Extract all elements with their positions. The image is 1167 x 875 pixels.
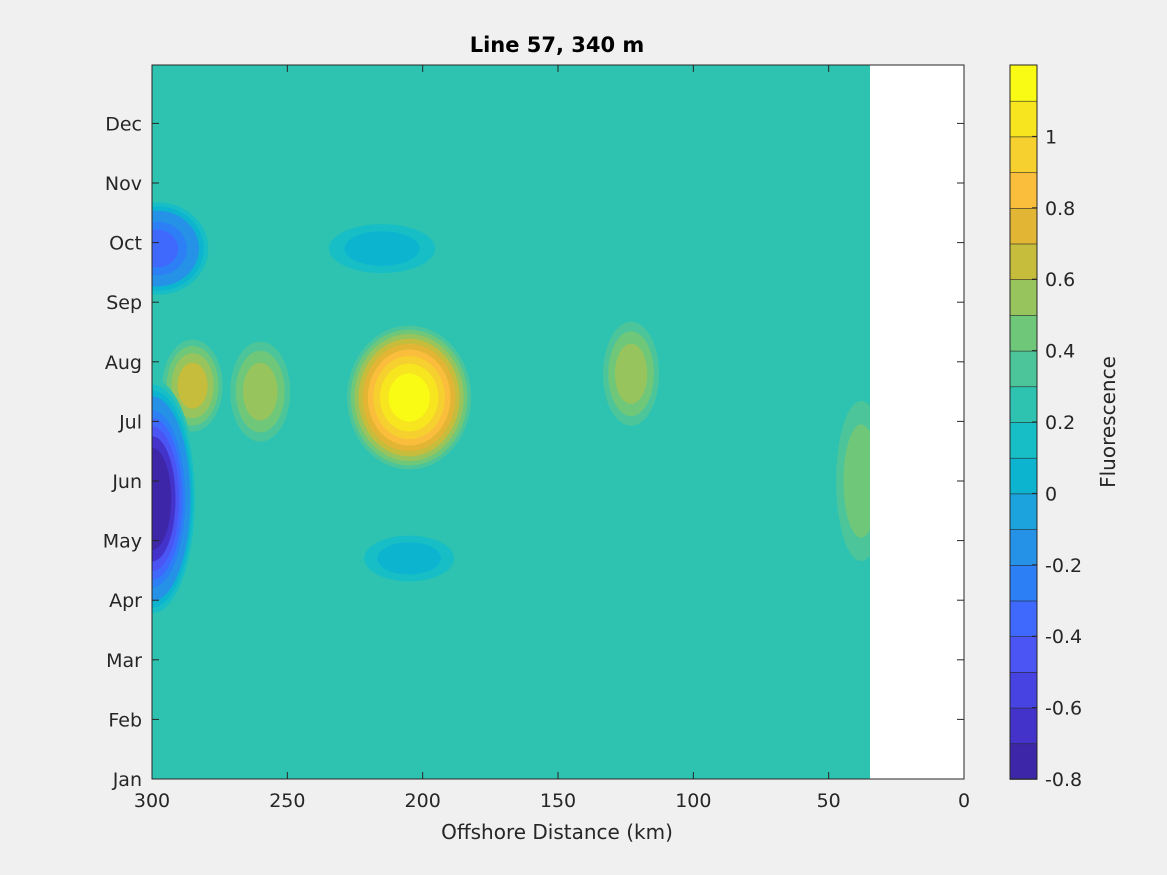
colorbar-block [1009, 100, 1038, 138]
contour-level [152, 229, 179, 268]
contour-level [177, 362, 208, 409]
y-tick-label: Feb [108, 709, 142, 731]
contour-level [344, 231, 420, 266]
x-tick-label: 0 [958, 790, 970, 812]
colorbar-block [1009, 600, 1038, 638]
x-tick-label: 250 [269, 790, 305, 812]
contour-level [843, 424, 870, 538]
y-tick-label: Oct [109, 233, 142, 255]
colorbar-block [1009, 207, 1038, 245]
contour-feature [152, 378, 197, 619]
colorbar-ticks: 1 0.8 0.6 0.4 0.2 0 -0.2 -0.4 -0.6 -0.8 [1032, 126, 1082, 791]
x-axis-label: Offshore Distance (km) [441, 820, 673, 844]
contour-level [388, 373, 430, 422]
y-tick-label: May [103, 531, 142, 553]
x-tick-label: 150 [540, 790, 576, 812]
y-tick-label: Aug [105, 352, 142, 374]
x-tick-label: 50 [817, 790, 841, 812]
x-axis: 300 250 200 150 100 50 0 [134, 65, 970, 812]
colorbar: 1 0.8 0.6 0.4 0.2 0 -0.2 -0.4 -0.6 -0.8 Fluoresce… [1009, 64, 1120, 791]
y-tick-label: Sep [106, 292, 142, 314]
colorbar-tick-label: 1 [1045, 126, 1057, 148]
y-axis: Jan Feb Mar Apr May Jun Jul Aug Sep Oct Nov Dec [103, 113, 964, 791]
y-tick-label: Nov [105, 173, 142, 195]
colorbar-tick-label: 0.4 [1045, 341, 1075, 363]
contour-feature [354, 530, 465, 587]
colorbar-block [1009, 671, 1038, 709]
chart-title: Line 57, 340 m [470, 33, 645, 57]
colorbar-tick-label: 0.2 [1045, 412, 1075, 434]
colorbar-label: Fluorescence [1096, 356, 1120, 488]
colorbar-block [1009, 564, 1038, 602]
contour-feature [198, 709, 870, 754]
colorbar-block [1009, 278, 1038, 316]
colorbar-tick-label: -0.6 [1045, 698, 1082, 720]
colorbar-block [1009, 385, 1038, 423]
colorbar-block [1009, 493, 1038, 530]
colorbar-block [1009, 243, 1038, 281]
colorbar-blocks [1009, 64, 1038, 780]
contour-level [377, 542, 441, 575]
plot-area [151, 64, 965, 780]
colorbar-block [1009, 314, 1038, 352]
x-tick-label: 100 [675, 790, 711, 812]
y-tick-label: Dec [105, 113, 142, 135]
contour-feature [347, 325, 472, 470]
contour-feature [836, 401, 870, 561]
x-tick-label: 200 [405, 790, 441, 812]
colorbar-tick-label: 0 [1045, 483, 1057, 505]
colorbar-block [1009, 64, 1038, 102]
colorbar-tick-label: -0.4 [1045, 626, 1082, 648]
contour-feature [603, 321, 660, 426]
colorbar-tick-label: 0.8 [1045, 198, 1075, 220]
colorbar-tick-label: 0.6 [1045, 269, 1075, 291]
colorbar-block [1009, 742, 1038, 780]
contour-level [198, 709, 870, 754]
contour-feature [230, 341, 291, 442]
colorbar-block [1009, 350, 1038, 388]
colorbar-tick-label: -0.2 [1045, 555, 1082, 577]
colorbar-block [1009, 707, 1038, 745]
contour-feature [152, 198, 213, 299]
y-tick-label: Jan [112, 769, 142, 791]
colorbar-block [1009, 457, 1038, 495]
contour-level [614, 343, 648, 404]
x-tick-label: 300 [134, 790, 170, 812]
colorbar-block [1009, 171, 1038, 209]
colorbar-tick-label: -0.8 [1045, 769, 1082, 791]
y-tick-label: Jun [111, 471, 142, 493]
colorbar-block [1009, 136, 1038, 173]
contour-feature [317, 218, 448, 279]
y-tick-label: Mar [106, 650, 142, 672]
y-tick-label: Apr [109, 590, 142, 612]
y-tick-label: Jul [118, 411, 142, 433]
colorbar-block [1009, 421, 1038, 459]
contour-field [152, 65, 870, 779]
colorbar-block [1009, 528, 1038, 566]
contour-level [242, 362, 278, 421]
colorbar-block [1009, 635, 1038, 673]
